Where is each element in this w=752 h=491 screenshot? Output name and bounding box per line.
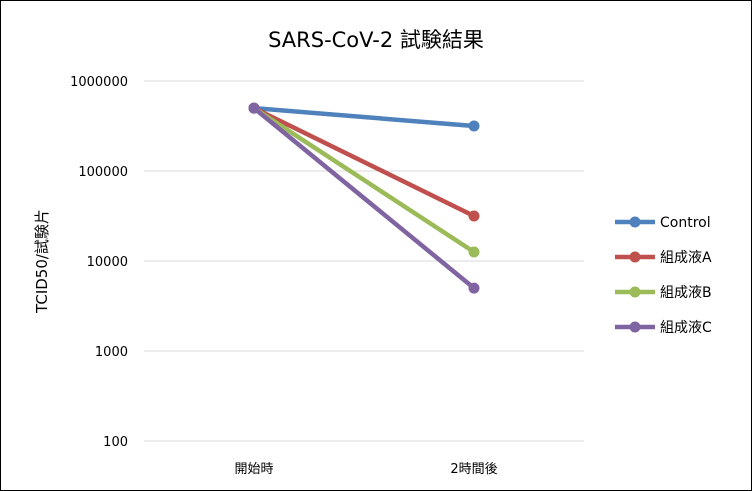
legend-label: 組成液C xyxy=(660,320,712,336)
data-point xyxy=(468,282,480,294)
data-point xyxy=(468,120,480,132)
series-group xyxy=(248,102,480,222)
legend-marker xyxy=(629,286,641,298)
x-tick-labels: 開始時 2時間後 xyxy=(234,462,497,477)
y-tick-label: 1000 xyxy=(95,345,128,360)
y-tick-labels: 1000000 100000 10000 1000 100 xyxy=(70,75,128,450)
y-tick-label: 10000 xyxy=(87,255,128,270)
series-line xyxy=(251,105,477,219)
data-point xyxy=(468,246,480,258)
legend-label: 組成液B xyxy=(660,285,712,301)
series-line xyxy=(251,105,477,129)
y-tick-label: 100000 xyxy=(78,165,128,180)
legend-marker xyxy=(629,321,641,333)
legend: Control 組成液A 組成液B 組成液C xyxy=(615,215,712,336)
y-tick-label: 100 xyxy=(103,435,128,450)
series-line xyxy=(251,105,477,291)
series-line xyxy=(251,105,477,255)
legend-marker xyxy=(629,216,641,228)
data-point xyxy=(468,210,480,222)
x-tick-label: 開始時 xyxy=(234,462,273,477)
y-axis-title: TCID50/試験片 xyxy=(33,209,51,314)
legend-label: 組成液A xyxy=(660,250,712,266)
chart-title: SARS-CoV-2 試験結果 xyxy=(268,28,484,52)
x-tick-label: 2時間後 xyxy=(450,462,497,477)
series-group xyxy=(248,102,480,294)
data-point xyxy=(248,102,260,114)
legend-marker xyxy=(629,251,641,263)
gridlines xyxy=(144,80,584,442)
series-lines xyxy=(248,102,480,294)
legend-label: Control xyxy=(660,215,711,231)
y-tick-label: 1000000 xyxy=(70,75,128,90)
